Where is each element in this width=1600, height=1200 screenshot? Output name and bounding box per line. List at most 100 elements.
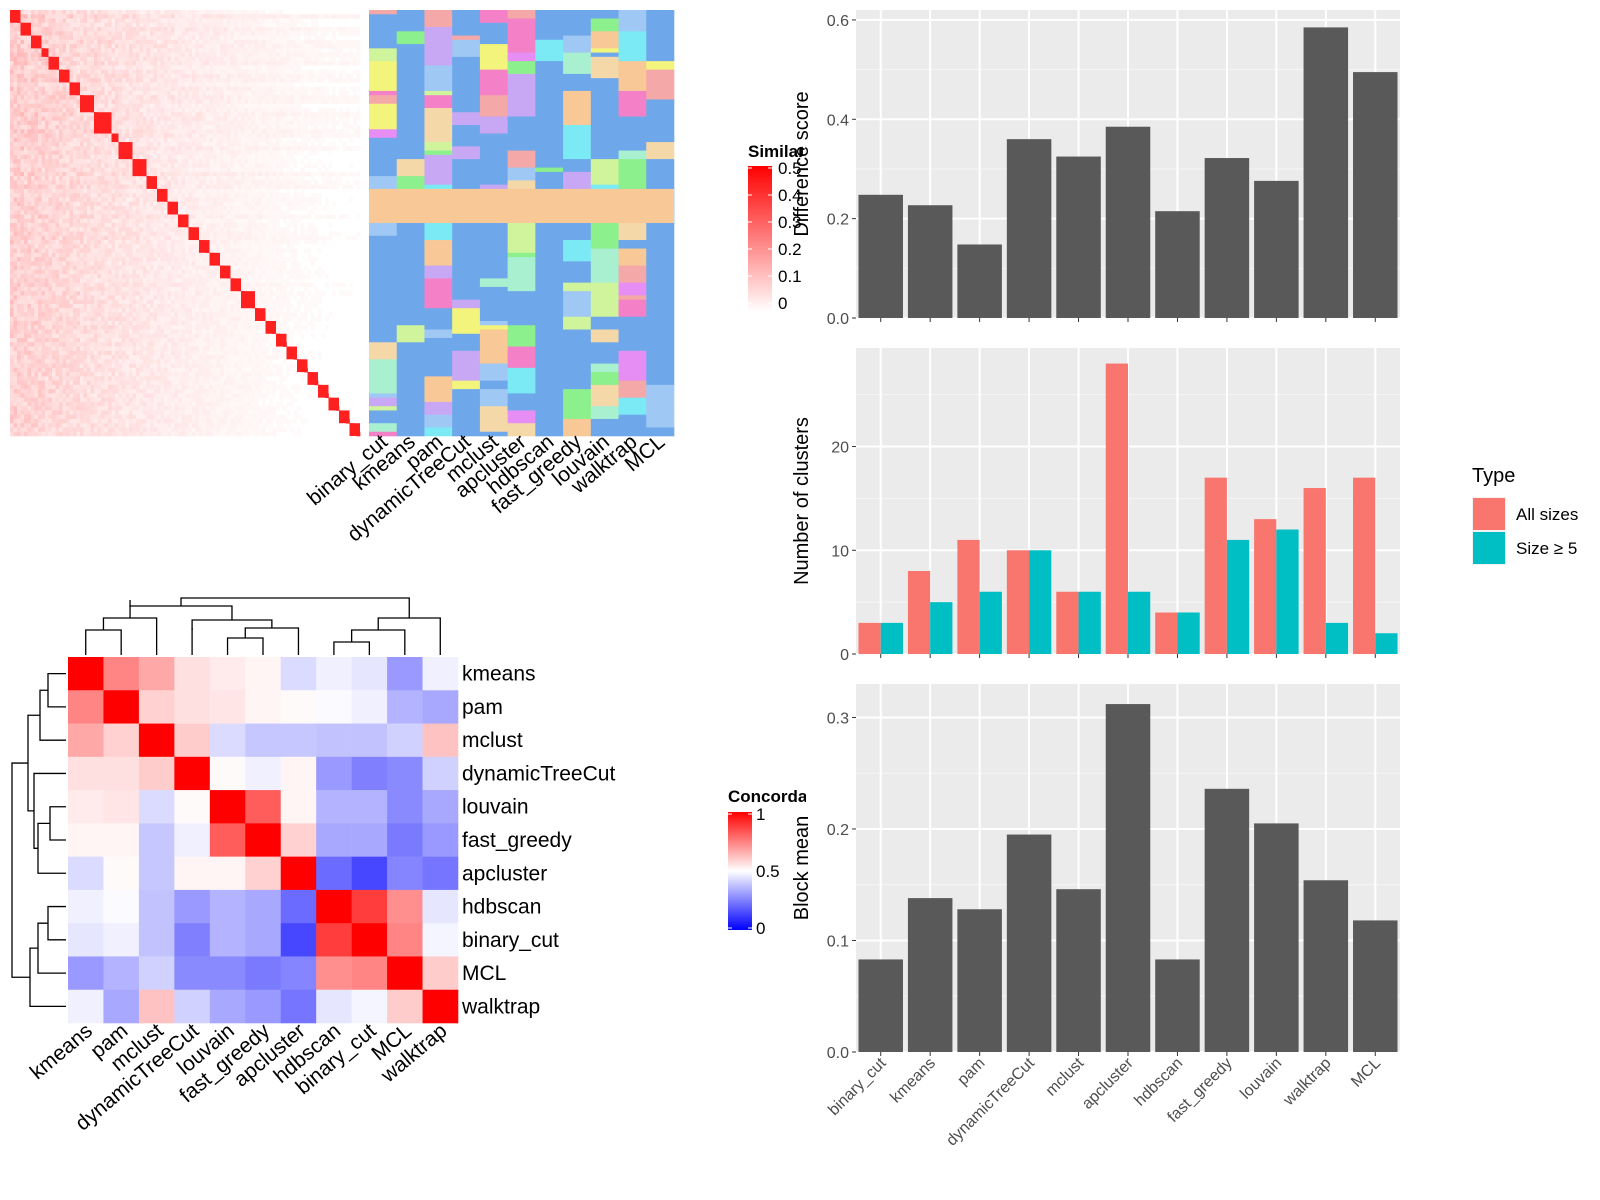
- similarity-cell: [185, 171, 189, 177]
- similarity-cell: [255, 188, 259, 194]
- similarity-cell: [314, 90, 319, 96]
- similarity-cell: [227, 227, 231, 232]
- similarity-cell: [24, 193, 28, 198]
- similarity-cell: [237, 44, 242, 49]
- similarity-cell: [80, 65, 84, 70]
- similarity-cell: [251, 120, 256, 126]
- similarity-cell: [234, 69, 238, 75]
- similarity-cell: [269, 103, 273, 109]
- similarity-cell: [265, 103, 270, 109]
- similarity-cell: [283, 31, 287, 36]
- similarity-cell: [262, 10, 266, 15]
- similarity-cell: [209, 201, 214, 207]
- similarity-cell: [146, 107, 151, 113]
- similarity-cell: [192, 44, 196, 49]
- similarity-cell: [213, 142, 217, 147]
- similarity-cell: [241, 180, 245, 185]
- similarity-cell: [24, 78, 28, 83]
- similarity-cell: [227, 218, 231, 224]
- similarity-cell: [129, 218, 133, 224]
- similarity-cell: [129, 116, 133, 122]
- similarity-cell: [300, 167, 305, 173]
- similarity-cell: [216, 133, 221, 139]
- similarity-cell: [223, 167, 228, 173]
- similarity-cell: [48, 116, 53, 122]
- similarity-cell: [108, 73, 112, 79]
- similarity-cell: [199, 188, 203, 194]
- similarity-cell: [143, 112, 147, 117]
- similarity-cell: [80, 52, 84, 58]
- similarity-cell: [220, 205, 224, 211]
- similarity-cell: [199, 167, 203, 173]
- similarity-cell: [255, 35, 259, 41]
- similarity-cell: [279, 171, 284, 177]
- similarity-cell: [269, 18, 273, 24]
- similarity-cell: [195, 193, 200, 198]
- similarity-cell: [248, 133, 252, 139]
- similarity-cell: [241, 223, 245, 228]
- similarity-cell: [52, 90, 56, 96]
- similarity-cell: [122, 201, 126, 207]
- similarity-cell: [73, 205, 77, 211]
- similarity-cell: [276, 27, 280, 32]
- similarity-cell: [328, 214, 333, 220]
- similarity-cell: [101, 107, 105, 113]
- similarity-cell: [314, 201, 319, 207]
- similarity-cell: [125, 35, 130, 41]
- similarity-cell: [10, 125, 14, 130]
- similarity-cell: [38, 61, 42, 66]
- similarity-cell: [24, 82, 28, 87]
- similarity-cell: [276, 82, 280, 87]
- similarity-cell: [62, 65, 67, 70]
- similarity-cell: [17, 48, 21, 53]
- similarity-cell: [195, 142, 200, 147]
- similarity-cell: [206, 197, 210, 202]
- similarity-cell: [251, 235, 256, 241]
- similarity-cell: [237, 125, 242, 130]
- similarity-cell: [342, 214, 347, 220]
- similarity-cell: [339, 86, 343, 92]
- similarity-cell: [307, 27, 312, 32]
- similarity-cell: [146, 35, 151, 41]
- similarity-cell: [181, 14, 186, 19]
- similarity-cell: [276, 31, 280, 36]
- similarity-cell: [20, 193, 25, 198]
- similarity-cell: [265, 61, 270, 66]
- similarity-cell: [223, 159, 228, 164]
- similarity-cell: [234, 201, 238, 207]
- similarity-cell: [185, 176, 189, 181]
- similarity-cell: [202, 86, 207, 92]
- similarity-cell: [115, 129, 119, 134]
- similarity-cell: [10, 231, 14, 237]
- similarity-cell: [118, 129, 123, 134]
- similarity-cell: [262, 95, 266, 100]
- similarity-cell: [66, 154, 70, 160]
- similarity-cell: [342, 142, 347, 147]
- similarity-cell: [41, 218, 46, 224]
- similarity-cell: [97, 180, 102, 185]
- similarity-cell: [321, 129, 326, 134]
- similarity-cell: [164, 112, 168, 117]
- similarity-cell: [307, 137, 312, 143]
- similarity-cell: [62, 188, 67, 194]
- similarity-cell: [150, 73, 154, 79]
- similarity-cell: [216, 235, 221, 241]
- similarity-cell: [13, 150, 18, 156]
- similarity-cell: [17, 223, 21, 228]
- similarity-cell: [181, 48, 186, 53]
- similarity-cell: [293, 150, 298, 156]
- similarity-cell: [283, 159, 287, 164]
- similarity-cell: [307, 39, 312, 45]
- similarity-cell: [104, 39, 109, 45]
- similarity-cell: [174, 27, 179, 32]
- similarity-cell: [269, 163, 273, 168]
- similarity-cell: [108, 167, 112, 173]
- similarity-cell: [20, 52, 25, 58]
- similarity-cell: [206, 167, 210, 173]
- similarity-cell: [24, 235, 28, 241]
- similarity-cell: [265, 125, 270, 130]
- similarity-cell: [328, 116, 333, 122]
- similarity-cell: [20, 129, 25, 134]
- similarity-cell: [258, 129, 263, 134]
- similarity-cell: [220, 73, 224, 79]
